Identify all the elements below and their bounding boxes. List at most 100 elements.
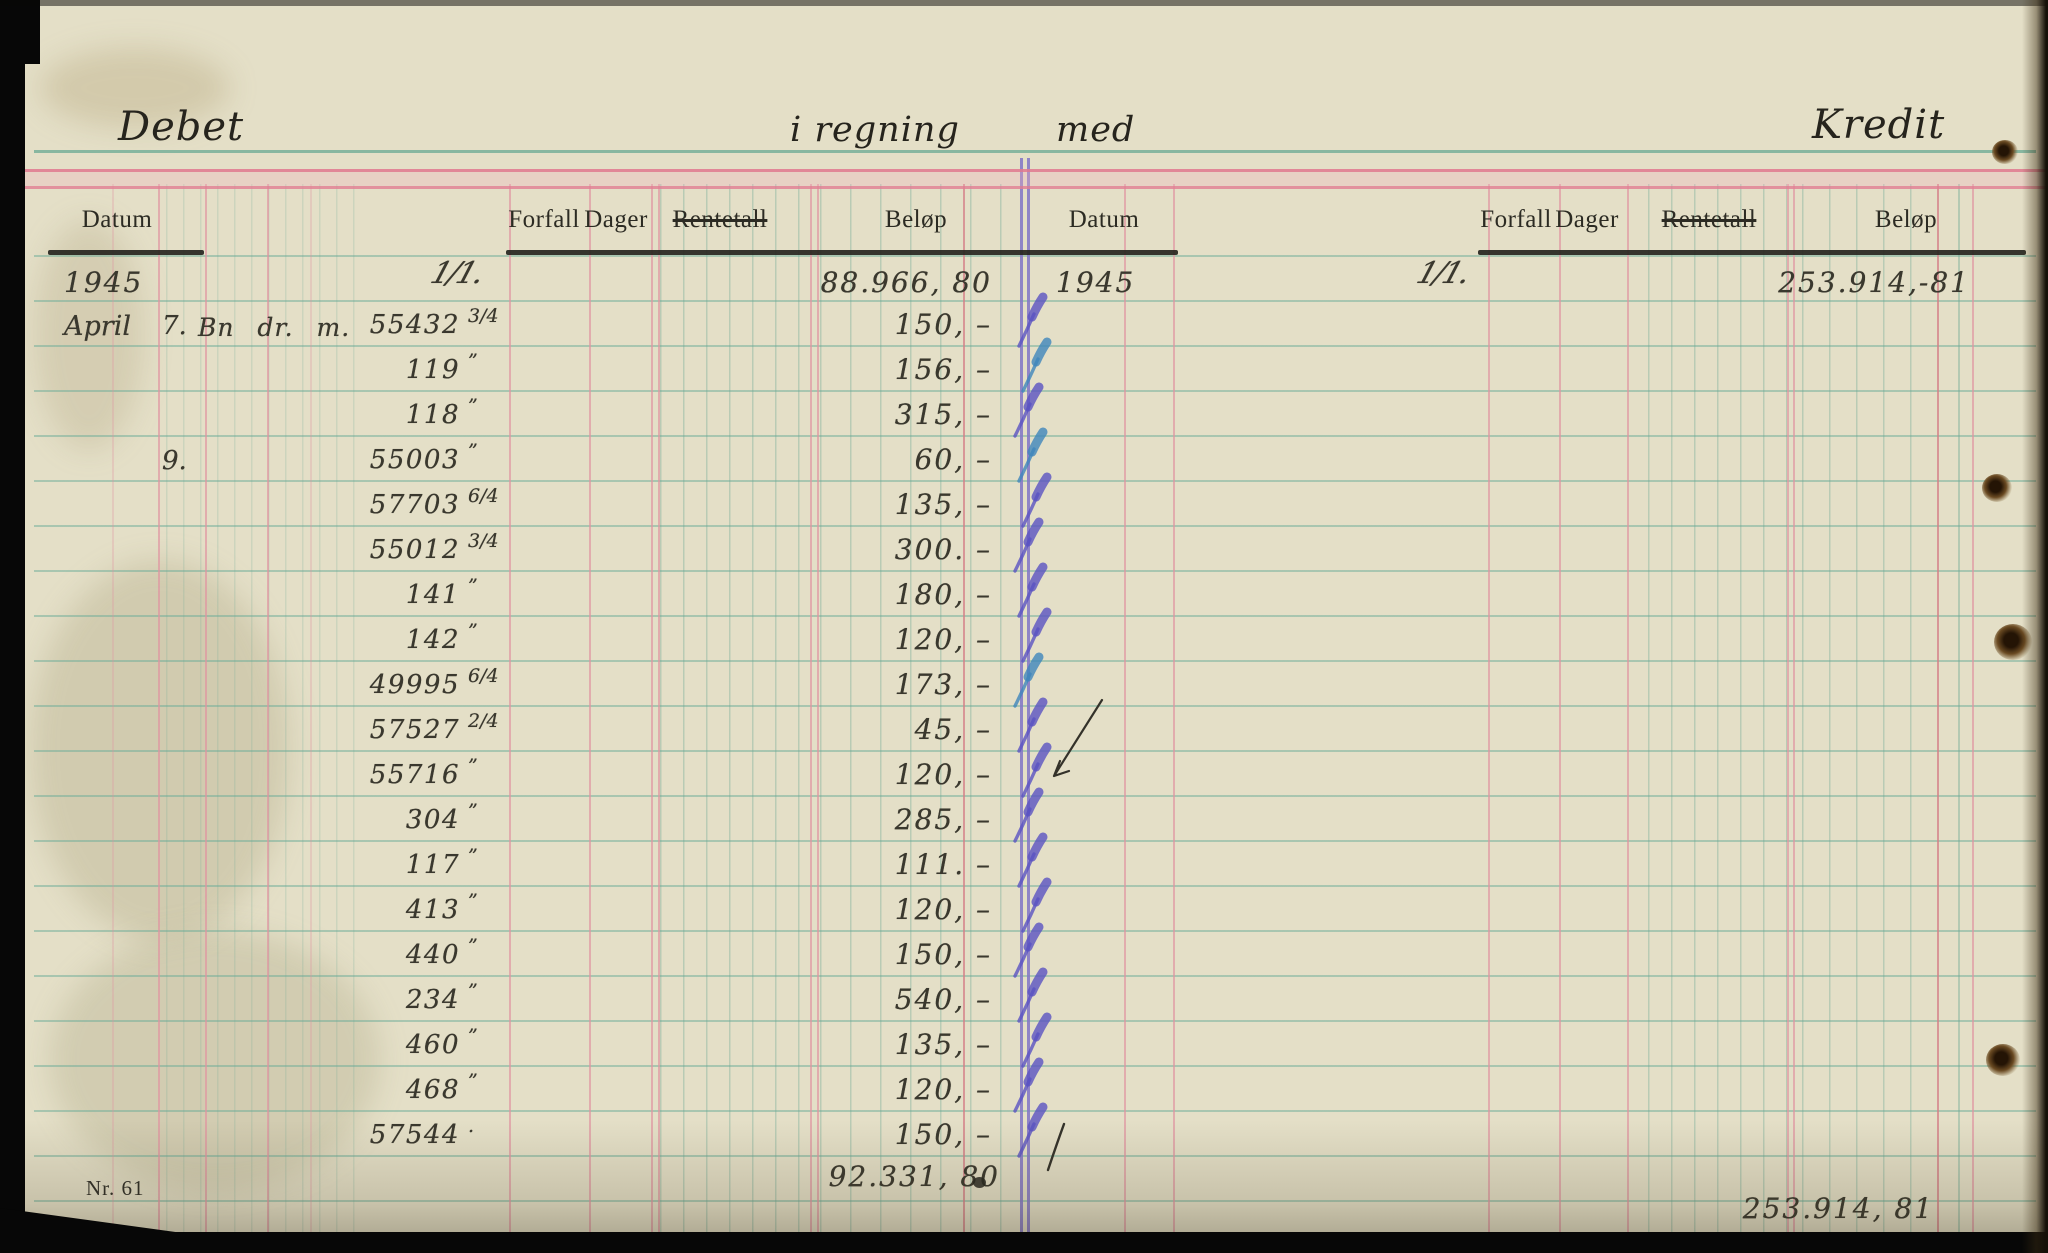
top-pink-band: [0, 169, 2048, 189]
grid-line-pink: [1488, 184, 1490, 1234]
grid-line-pink: [205, 184, 207, 1234]
grid-line-pink: [1787, 184, 1789, 1234]
entry-amount: 540, –: [894, 983, 992, 1016]
grid-line-pink: [1124, 184, 1126, 1234]
entry-day: 9.: [162, 446, 187, 476]
grid-line-pink: [158, 184, 160, 1234]
entry-voucher-number: 55716: [369, 760, 460, 790]
grid-line-pink: [651, 184, 653, 1234]
entry-date-fraction: ”: [468, 440, 478, 462]
scan-edge-top: [0, 0, 2048, 6]
entry-amount: 111. –: [894, 848, 992, 881]
col-header-rentetall-right: Rentetall: [1661, 206, 1757, 233]
entry-voucher-number: 118: [405, 400, 460, 430]
entry-amount: 173, –: [894, 668, 992, 701]
entry-voucher-number: 413: [405, 895, 460, 925]
entry-day: 7.: [162, 311, 187, 341]
grid-line-pink: [509, 184, 511, 1234]
page-title-debet: Debet: [118, 104, 245, 150]
entry-amount: 150, –: [788, 1118, 992, 1151]
entry-date-fraction: ”: [468, 935, 478, 957]
pinstripe-columns-right-rentetall: [1648, 184, 1787, 1234]
ledger-entry-row: 119 ” 156, –: [0, 350, 2048, 394]
page-title-med: med: [1056, 110, 1136, 150]
ledger-entry-row: 440 ” 150, –: [0, 935, 2048, 979]
entry-date-fraction: 3/4: [468, 530, 499, 552]
pinstripe-columns-right-belop: [1802, 184, 1932, 1234]
opening-balance-left: 88.966, 80: [820, 266, 992, 299]
ledger-entry-row: 9. 55003 ” 60, –: [0, 440, 2048, 484]
grid-line-pink: [817, 184, 819, 1234]
entry-amount: 150, –: [894, 308, 992, 341]
col-header-belop-right: Beløp: [1874, 206, 1938, 233]
ledger-entry-row: April 7. Bn dr. m. 55432 3/4 150, –: [0, 305, 2048, 349]
entry-amount: 156, –: [894, 353, 992, 386]
entry-voucher-number: 460: [405, 1030, 460, 1060]
entry-amount: 45, –: [914, 713, 992, 746]
total-right: 253.914, 81: [1738, 1192, 1934, 1225]
entry-date-fraction: 2/4: [468, 710, 499, 732]
entry-voucher-number: 234: [405, 985, 460, 1015]
paper-stain: [40, 48, 230, 128]
scan-edge-right: [2022, 0, 2048, 1253]
grid-line-pink: [112, 184, 114, 1234]
col-header-belop-left: Beløp: [884, 206, 948, 233]
entry-date-fraction: ”: [468, 350, 478, 372]
entry-date-fraction: ”: [468, 890, 478, 912]
entry-date-fraction: ”: [468, 980, 478, 1002]
grid-line-pink: [1627, 184, 1629, 1234]
opening-balance-right: 253.914,-81: [1778, 266, 1970, 299]
entry-date-fraction: .: [468, 1115, 474, 1137]
grid-line-pink: [310, 184, 312, 1234]
grid-line-pink: [658, 184, 660, 1234]
header-underline: [506, 250, 1178, 255]
entry-amount: 120, –: [894, 1073, 992, 1106]
entry-amount: 60, –: [914, 443, 992, 476]
entry-amount: 285, –: [894, 803, 992, 836]
entry-amount: 135, –: [894, 488, 992, 521]
burn-spot: [1992, 140, 2018, 164]
pinstripe-columns-left-belop: [820, 184, 1018, 1234]
page-curl-shadow: [0, 1120, 2048, 1232]
scan-edge-left: [0, 0, 25, 1253]
entry-date-fraction: ”: [468, 620, 478, 642]
grid-line-pink: [810, 184, 812, 1234]
col-header-dager-left: Dager: [584, 206, 648, 233]
ledger-entry-row: 57544 . 150, –: [0, 1115, 2048, 1159]
scan-corner-top-left: [0, 0, 40, 64]
ledger-entry-row: 304 ” 285, –: [0, 800, 2048, 844]
entry-description: Bn dr. m.: [198, 313, 351, 342]
entry-amount: 180, –: [894, 578, 992, 611]
entry-amount: 120, –: [894, 758, 992, 791]
grid-line-pink: [1793, 184, 1795, 1234]
page-number: Nr. 61: [86, 1176, 145, 1201]
ledger-entry-row: 117 ” 111. –: [0, 845, 2048, 889]
grid-line-pink: [1173, 184, 1175, 1234]
entry-voucher-number: 49995: [369, 670, 460, 700]
ink-blot: [973, 1177, 986, 1188]
entry-voucher-number: 57703: [369, 490, 460, 520]
entry-date-fraction: 6/4: [468, 485, 499, 507]
year-left: 1945: [64, 266, 144, 299]
entry-voucher-number: 55012: [369, 535, 460, 565]
ledger-entry-row: 234 ” 540, –: [0, 980, 2048, 1024]
scan-edge-bottom: [0, 1232, 2048, 1253]
top-teal-rule: [34, 150, 2036, 153]
entry-voucher-number: 304: [405, 805, 460, 835]
entry-date-fraction: 3/4: [468, 305, 499, 327]
ledger-entry-row: 460 ” 135, –: [0, 1025, 2048, 1069]
entry-voucher-number: 468: [405, 1075, 460, 1105]
burn-spot: [1986, 1044, 2020, 1076]
col-header-datum-right: Datum: [1068, 206, 1140, 233]
entry-amount: 315, –: [894, 398, 992, 431]
total-left: 92.331, 80: [788, 1160, 1000, 1193]
entry-voucher-number: 57544: [330, 1120, 460, 1150]
entry-date-fraction: ”: [468, 575, 478, 597]
header-underline: [1478, 250, 2026, 255]
header-underline: [48, 250, 204, 255]
burn-spot: [1982, 474, 2012, 502]
entry-date-fraction: ”: [468, 755, 478, 777]
entry-voucher-number: 55003: [369, 445, 460, 475]
